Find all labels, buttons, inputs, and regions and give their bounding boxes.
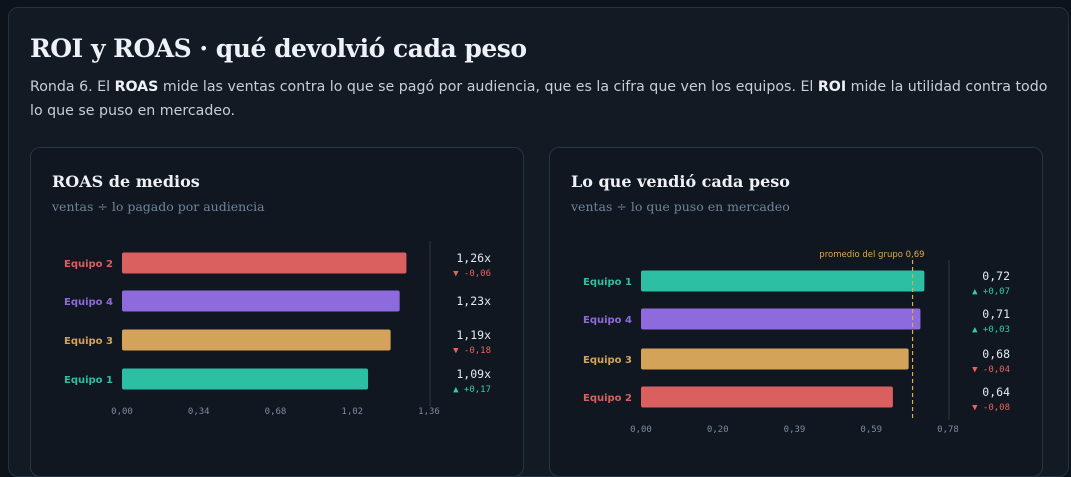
- bar: [122, 252, 407, 274]
- page-description: Ronda 6. El ROAS mide las ventas contra …: [30, 75, 1050, 123]
- value-label: 0,68: [982, 347, 1010, 361]
- sales-per-peso-chart-card: Lo que vendió cada peso ventas ÷ lo que …: [549, 147, 1043, 477]
- category-label: Equipo 4: [64, 297, 113, 308]
- x-tick-label: 0,34: [188, 407, 210, 417]
- desc-part-3: mide la utilidad contra todo lo que se p…: [30, 79, 1048, 119]
- x-tick-label: 0,20: [707, 425, 729, 435]
- bar: [641, 308, 921, 330]
- delta-label: ▲ +0,17: [453, 385, 491, 395]
- delta-label: ▼ -0,04: [972, 365, 1010, 375]
- category-label: Equipo 1: [583, 277, 632, 288]
- value-label: 1,23x: [456, 294, 491, 308]
- x-tick-label: 0,00: [630, 425, 652, 435]
- value-label: 0,64: [982, 385, 1010, 399]
- category-label: Equipo 3: [64, 336, 113, 347]
- bar: [641, 386, 893, 408]
- delta-label: ▲ +0,07: [972, 287, 1010, 297]
- value-label: 1,19x: [456, 328, 491, 342]
- x-tick-label: 0,00: [111, 407, 133, 417]
- delta-label: ▲ +0,03: [972, 325, 1010, 335]
- bar: [641, 270, 925, 292]
- sales-per-peso-bar-chart: Equipo 1 0,72 ▲ +0,07 Equipo 4 0,71 ▲ +0,03 Eq…: [583, 250, 1010, 435]
- category-label: Equipo 2: [583, 393, 632, 404]
- desc-roi-term: ROI: [817, 79, 847, 95]
- roas-chart-title: ROAS de medios: [52, 172, 200, 191]
- value-label: 0,72: [982, 269, 1010, 283]
- desc-part-1: Ronda 6. El: [30, 79, 115, 95]
- roas-chart-card: ROAS de medios ventas ÷ lo pagado por au…: [30, 147, 524, 477]
- roas-bar-chart: Equipo 2 1,26x ▼ -0,06 Equipo 4 1,23x Equipo …: [64, 241, 491, 417]
- category-label: Equipo 2: [64, 259, 113, 270]
- bar: [641, 348, 909, 370]
- value-label: 0,71: [982, 307, 1010, 321]
- roas-chart-subtitle: ventas ÷ lo pagado por audiencia: [52, 199, 265, 214]
- x-tick-label: 1,36: [418, 407, 440, 417]
- bar: [122, 329, 391, 351]
- delta-label: ▼ -0,18: [453, 346, 491, 356]
- category-label: Equipo 4: [583, 315, 632, 326]
- page-title: ROI y ROAS · qué devolvió cada peso: [30, 34, 527, 63]
- value-label: 1,26x: [456, 251, 491, 265]
- category-label: Equipo 1: [64, 375, 113, 386]
- x-tick-label: 0,68: [265, 407, 287, 417]
- group-average-label: promedio del grupo 0,69: [819, 250, 924, 260]
- bar: [122, 368, 369, 390]
- category-label: Equipo 3: [583, 355, 632, 366]
- x-tick-label: 0,59: [860, 425, 882, 435]
- desc-part-2: mide las ventas contra lo que se pagó po…: [158, 79, 818, 95]
- bar: [122, 290, 400, 312]
- value-label: 1,09x: [456, 367, 491, 381]
- sales-per-peso-chart-subtitle: ventas ÷ lo que puso en mercadeo: [571, 199, 790, 214]
- main-panel: ROI y ROAS · qué devolvió cada peso Rond…: [8, 7, 1069, 477]
- sales-per-peso-chart-title: Lo que vendió cada peso: [571, 172, 790, 191]
- delta-label: ▼ -0,06: [453, 269, 491, 279]
- x-tick-label: 0,39: [784, 425, 806, 435]
- delta-label: ▼ -0,08: [972, 403, 1010, 413]
- x-tick-label: 1,02: [341, 407, 363, 417]
- x-tick-label: 0,78: [937, 425, 959, 435]
- desc-roas-term: ROAS: [114, 79, 159, 95]
